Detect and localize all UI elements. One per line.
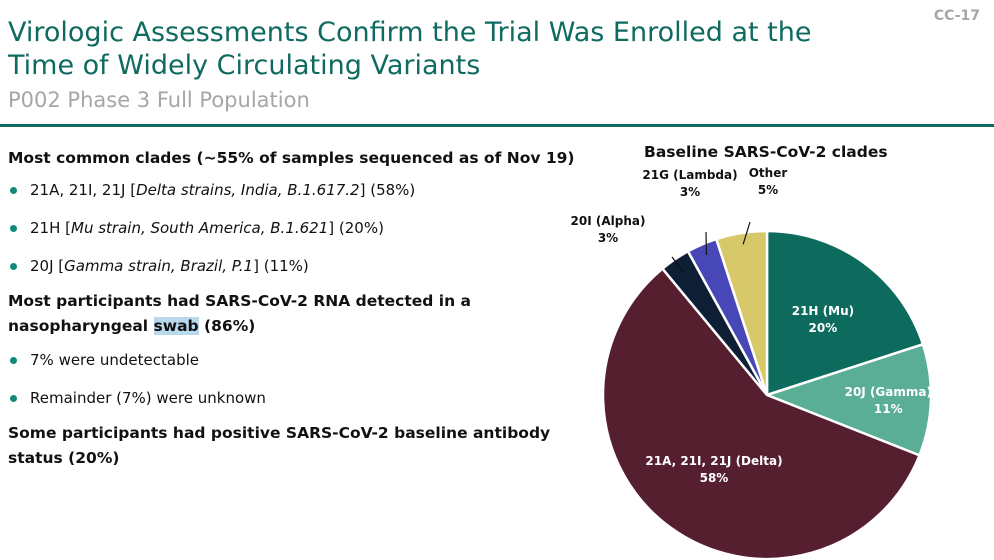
clades-heading: Most common clades (~55% of samples sequ… (8, 149, 575, 167)
clade-bullet-gamma: 20J [Gamma strain, Brazil, P.1] (11%) (8, 251, 598, 289)
slice-label-21h-mu: 21H (Mu) (792, 304, 854, 318)
slice-label-20j-gamma: 20J (Gamma) (845, 385, 932, 399)
slice-value-21a-21i-21j-delta: 58% (700, 471, 729, 485)
rna-bullet-unknown: Remainder (7%) were unknown (8, 383, 598, 421)
pie-slice-21a-21i-21j-delta (601, 266, 922, 560)
clades-list: 21A, 21I, 21J [Delta strains, India, B.1… (8, 175, 598, 289)
slice-label-other: Other (749, 166, 788, 180)
slide-subtitle: P002 Phase 3 Full Population (8, 88, 310, 112)
slide-title: Virologic Assessments Confirm the Trial … (8, 16, 811, 82)
highlighted-word: swab (153, 317, 199, 335)
rna-heading: Most participants had SARS-CoV-2 RNA det… (8, 292, 471, 335)
slice-label-21a-21i-21j-delta: 21A, 21I, 21J (Delta) (645, 454, 782, 468)
rna-bullet-undetectable: 7% were undetectable (8, 345, 598, 383)
antibody-heading: Some participants had positive SARS-CoV-… (8, 424, 551, 467)
pie-slice-20j-gamma (763, 342, 933, 457)
title-divider (0, 124, 994, 127)
title-line-1: Virologic Assessments Confirm the Trial … (8, 17, 812, 48)
slice-label-21g-lambda: 21G (Lambda) (642, 168, 737, 182)
leader-line-20i-alpha (671, 256, 685, 274)
slide-number: CC-17 (933, 8, 980, 24)
leader-line-other (742, 221, 751, 245)
title-line-2: Time of Widely Circulating Variants (8, 50, 481, 81)
pie-slice-other (714, 229, 769, 396)
slice-value-20i-alpha: 3% (598, 231, 618, 245)
slice-value-other: 5% (758, 183, 778, 197)
slice-value-20j-gamma: 11% (874, 402, 903, 416)
clade-bullet-delta: 21A, 21I, 21J [Delta strains, India, B.1… (8, 175, 598, 213)
slice-value-21g-lambda: 3% (680, 185, 700, 199)
clade-bullet-mu: 21H [Mu strain, South America, B.1.621] … (8, 213, 598, 251)
pie-slice-21h-mu (765, 229, 925, 397)
slice-value-21h-mu: 20% (809, 321, 838, 335)
rna-list: 7% were undetectable Remainder (7%) were… (8, 345, 598, 421)
text-content: Most common clades (~55% of samples sequ… (8, 146, 598, 471)
slice-label-20i-alpha: 20I (Alpha) (571, 214, 646, 228)
chart-title: Baseline SARS-CoV-2 clades (644, 143, 888, 161)
